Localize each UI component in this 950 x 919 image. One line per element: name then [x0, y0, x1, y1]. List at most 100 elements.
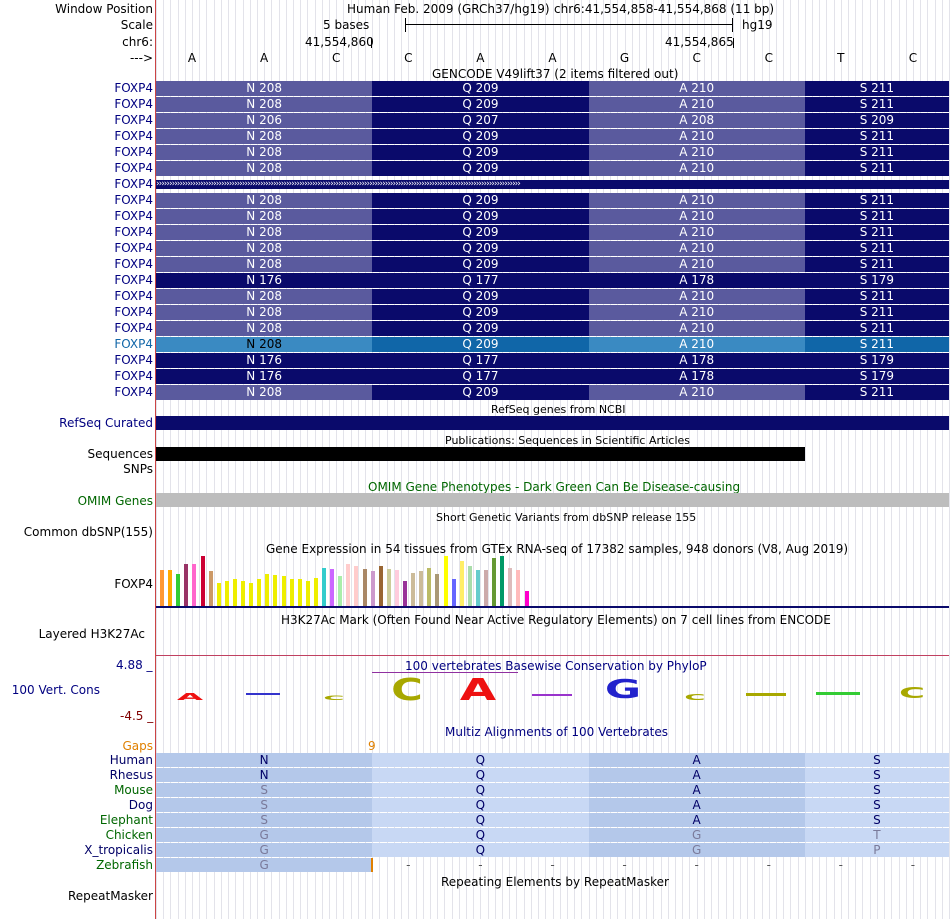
- alignment-cell[interactable]: S: [804, 783, 949, 797]
- gtex-tissue-bar[interactable]: [362, 568, 367, 606]
- gtex-tissue-bar[interactable]: [484, 570, 488, 606]
- gtex-tissue-bar[interactable]: [403, 580, 407, 606]
- codon-segment[interactable]: N 176: [156, 273, 373, 288]
- alignment-cell[interactable]: G: [156, 828, 373, 842]
- gencode-gene-label[interactable]: FOXP4: [114, 337, 153, 351]
- codon-segment[interactable]: A 210: [588, 81, 805, 96]
- alignment-cell[interactable]: Q: [372, 843, 589, 857]
- alignment-cell[interactable]: G: [588, 828, 805, 842]
- gtex-tissue-bar[interactable]: [338, 576, 343, 606]
- gtex-tissue-bar[interactable]: [378, 565, 383, 606]
- alignment-cell[interactable]: Q: [372, 828, 589, 842]
- repeatmasker-title[interactable]: Repeating Elements by RepeatMasker: [441, 875, 669, 889]
- codon-segment[interactable]: A 210: [588, 385, 805, 400]
- gtex-tissue-bar[interactable]: [168, 570, 173, 606]
- gencode-gene-label[interactable]: FOXP4: [114, 161, 153, 175]
- alignment-cell[interactable]: A: [588, 798, 805, 812]
- gencode-title[interactable]: GENCODE V49lift37 (2 items filtered out): [432, 67, 679, 81]
- gtex-tissue-bar[interactable]: [459, 561, 464, 606]
- gtex-tissue-bar[interactable]: [427, 567, 432, 606]
- gtex-tissue-bar[interactable]: [492, 558, 497, 606]
- codon-segment[interactable]: N 208: [156, 289, 373, 304]
- species-label[interactable]: Elephant: [99, 813, 153, 827]
- gencode-transcript-row[interactable]: N 208 Q 209 A 210 S 211: [156, 81, 949, 96]
- gtex-tissue-bar[interactable]: [160, 570, 164, 606]
- codon-segment[interactable]: Q 209: [372, 241, 589, 256]
- codon-segment[interactable]: N 208: [156, 321, 373, 336]
- gencode-gene-label[interactable]: FOXP4: [114, 113, 153, 127]
- codon-segment[interactable]: A 178: [588, 353, 805, 368]
- alignment-cell[interactable]: A: [588, 753, 805, 767]
- gtex-tissue-bar[interactable]: [313, 577, 318, 606]
- gencode-transcript-row[interactable]: N 208 Q 209 A 210 S 211: [156, 289, 949, 304]
- multiz-title[interactable]: Multiz Alignments of 100 Vertebrates: [445, 725, 669, 739]
- codon-segment[interactable]: A 210: [588, 193, 805, 208]
- codon-segment[interactable]: A 210: [588, 97, 805, 112]
- codon-segment[interactable]: Q 209: [372, 97, 589, 112]
- codon-segment[interactable]: N 176: [156, 369, 373, 384]
- codon-segment[interactable]: N 208: [156, 305, 373, 320]
- gencode-gene-label[interactable]: FOXP4: [114, 305, 153, 319]
- gtex-tissue-bar[interactable]: [346, 563, 351, 606]
- species-label[interactable]: Zebrafish: [96, 858, 153, 872]
- gtex-tissue-bar[interactable]: [265, 574, 270, 606]
- gtex-bars[interactable]: [160, 556, 540, 606]
- gencode-transcript-row[interactable]: N 208 Q 209 A 210 S 211: [156, 97, 949, 112]
- gtex-tissue-bar[interactable]: [411, 573, 416, 606]
- codon-segment[interactable]: S 211: [804, 305, 949, 320]
- codon-segment[interactable]: N 208: [156, 193, 373, 208]
- codon-segment[interactable]: A 210: [588, 321, 805, 336]
- gtex-tissue-bar[interactable]: [216, 582, 221, 606]
- codon-segment[interactable]: A 178: [588, 273, 805, 288]
- gtex-tissue-bar[interactable]: [443, 556, 448, 606]
- alignment-cell[interactable]: G: [588, 843, 805, 857]
- species-label[interactable]: Chicken: [105, 828, 153, 842]
- codon-segment[interactable]: Q 209: [372, 161, 589, 176]
- gencode-transcript-row[interactable]: N 176 Q 177 A 178 S 179: [156, 369, 949, 384]
- gencode-gene-label[interactable]: FOXP4: [114, 145, 153, 159]
- gtex-tissue-bar[interactable]: [435, 574, 440, 606]
- codon-segment[interactable]: Q 209: [372, 289, 589, 304]
- omim-label[interactable]: OMIM Genes: [77, 494, 153, 508]
- codon-segment[interactable]: Q 177: [372, 369, 589, 384]
- gencode-transcript-row[interactable]: N 208 Q 209 A 210 S 211: [156, 145, 949, 160]
- gencode-transcript-row[interactable]: N 176 Q 177 A 178 S 179: [156, 273, 949, 288]
- gtex-tissue-bar[interactable]: [322, 567, 326, 606]
- codon-segment[interactable]: A 210: [588, 289, 805, 304]
- codon-segment[interactable]: N 208: [156, 161, 373, 176]
- codon-segment[interactable]: Q 209: [372, 145, 589, 160]
- gtex-tissue-bar[interactable]: [273, 575, 278, 606]
- codon-segment[interactable]: Q 177: [372, 273, 589, 288]
- species-label[interactable]: Rhesus: [109, 768, 153, 782]
- codon-segment[interactable]: A 210: [588, 225, 805, 240]
- gencode-gene-label[interactable]: FOXP4: [114, 289, 153, 303]
- alignment-cell[interactable]: S: [156, 813, 373, 827]
- codon-segment[interactable]: Q 209: [372, 81, 589, 96]
- codon-segment[interactable]: N 208: [156, 385, 373, 400]
- codon-segment[interactable]: Q 209: [372, 385, 589, 400]
- alignment-cell[interactable]: S: [156, 783, 373, 797]
- codon-segment[interactable]: S 211: [804, 257, 949, 272]
- codon-segment[interactable]: N 208: [156, 209, 373, 224]
- alignment-cell[interactable]: A: [588, 813, 805, 827]
- gencode-gene-label[interactable]: FOXP4: [114, 177, 153, 191]
- codon-segment[interactable]: N 208: [156, 257, 373, 272]
- gtex-tissue-bar[interactable]: [257, 578, 262, 606]
- dbsnp-label[interactable]: Common dbSNP(155): [23, 525, 153, 539]
- codon-segment[interactable]: A 210: [588, 337, 805, 352]
- alignment-cell[interactable]: N: [156, 753, 373, 767]
- gtex-tissue-bar[interactable]: [451, 578, 456, 606]
- h3k27ac-title[interactable]: H3K27Ac Mark (Often Found Near Active Re…: [281, 613, 831, 627]
- codon-segment[interactable]: S 211: [804, 241, 949, 256]
- gtex-tissue-bar[interactable]: [224, 580, 229, 606]
- codon-segment[interactable]: A 210: [588, 145, 805, 160]
- gencode-transcript-row[interactable]: N 208 Q 209 A 210 S 211: [156, 321, 949, 336]
- sequences-feature[interactable]: [156, 447, 805, 461]
- gtex-tissue-bar[interactable]: [208, 571, 213, 606]
- codon-segment[interactable]: N 208: [156, 81, 373, 96]
- codon-segment[interactable]: N 208: [156, 241, 373, 256]
- alignment-cell[interactable]: A: [588, 768, 805, 782]
- species-label[interactable]: Mouse: [114, 783, 153, 797]
- alignment-cell[interactable]: A: [588, 783, 805, 797]
- gencode-gene-label[interactable]: FOXP4: [114, 129, 153, 143]
